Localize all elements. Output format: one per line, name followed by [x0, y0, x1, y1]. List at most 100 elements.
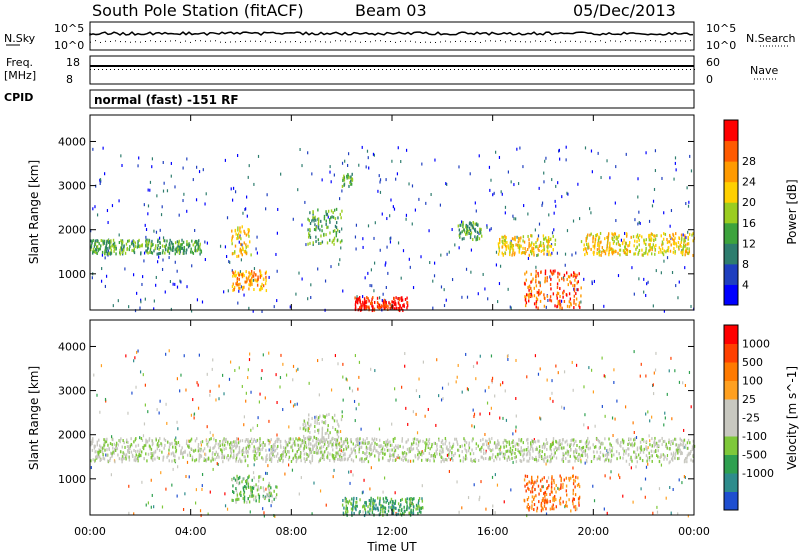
echo-cell: [567, 283, 569, 287]
scatter-cell: [288, 425, 290, 429]
echo-cell: [627, 442, 629, 446]
echo-cell: [638, 243, 640, 247]
echo-cell: [416, 446, 418, 450]
echo-cell: [429, 459, 431, 463]
echo-cell: [564, 440, 566, 444]
echo-cell: [653, 441, 655, 445]
scatter-cell: [440, 398, 443, 402]
echo-cell: [648, 234, 650, 238]
echo-cell: [552, 498, 554, 502]
echo-cell: [163, 437, 166, 441]
echo-cell: [439, 453, 442, 457]
nave-dot: [650, 69, 651, 70]
echo-cell: [371, 304, 373, 308]
noise-search-dot: [365, 40, 366, 42]
scatter-cell: [105, 453, 107, 457]
nave-dot: [630, 69, 631, 70]
scatter-cell: [166, 189, 169, 193]
echo-cell: [366, 295, 368, 299]
echo-cell: [235, 487, 237, 491]
echo-cell: [458, 454, 461, 458]
nsearch-label: N.Search: [746, 32, 796, 45]
echo-cell: [114, 460, 116, 464]
echo-cell: [401, 298, 404, 302]
echo-cell: [555, 490, 557, 494]
nave-dot: [502, 69, 503, 70]
scatter-cell: [588, 366, 590, 370]
echo-cell: [265, 279, 267, 283]
scatter-cell: [563, 406, 565, 410]
scatter-cell: [610, 470, 612, 474]
echo-cell: [610, 460, 612, 464]
echo-cell: [474, 229, 477, 233]
echo-cell: [160, 442, 162, 446]
scatter-cell: [190, 309, 193, 313]
echo-cell: [351, 511, 353, 515]
scatter-cell: [256, 251, 258, 255]
scatter-cell: [176, 269, 178, 273]
echo-cell: [632, 235, 635, 239]
nave-dot: [398, 69, 399, 70]
scatter-cell: [555, 184, 557, 188]
echo-cell: [347, 174, 349, 178]
echo-cell: [428, 437, 431, 441]
echo-cell: [454, 437, 456, 441]
echo-cell: [551, 507, 553, 511]
echo-cell: [559, 287, 561, 291]
echo-cell: [535, 275, 537, 279]
echo-cell: [579, 455, 581, 459]
echo-cell: [236, 474, 238, 478]
echo-cell: [284, 450, 287, 454]
scatter-cell: [145, 227, 148, 231]
echo-cell: [392, 500, 394, 504]
scatter-cell: [245, 391, 247, 395]
scatter-cell: [297, 188, 299, 192]
scatter-cell: [674, 369, 676, 373]
echo-cell: [675, 232, 677, 236]
echo-cell: [234, 270, 237, 274]
echo-cell: [548, 253, 550, 257]
echo-cell: [544, 453, 546, 457]
echo-cell: [306, 452, 308, 456]
echo-cell: [102, 239, 104, 243]
echo-cell: [535, 284, 538, 288]
echo-cell: [558, 447, 560, 451]
echo-cell: [176, 442, 178, 446]
echo-cell: [410, 510, 412, 514]
scatter-cell: [614, 417, 616, 421]
echo-cell: [98, 242, 100, 246]
echo-cell: [621, 438, 624, 442]
scatter-cell: [143, 259, 145, 263]
scatter-cell: [624, 405, 627, 409]
scatter-cell: [228, 260, 230, 264]
echo-cell: [650, 238, 652, 242]
echo-cell: [358, 511, 360, 515]
scatter-cell: [295, 292, 297, 296]
echo-cell: [470, 457, 472, 461]
scatter-cell: [370, 367, 372, 371]
echo-cell: [677, 457, 679, 461]
echo-cell: [118, 457, 121, 461]
scatter-cell: [654, 169, 657, 173]
echo-cell: [556, 293, 558, 297]
echo-cell: [317, 222, 320, 226]
echo-cell: [353, 496, 355, 500]
echo-cell: [571, 438, 573, 442]
echo-cell: [167, 246, 169, 250]
echo-cell: [174, 458, 177, 462]
echo-cell: [174, 438, 176, 442]
echo-cell: [171, 248, 174, 252]
echo-cell: [613, 235, 615, 239]
echo-cell: [268, 481, 270, 485]
echo-cell: [369, 454, 371, 458]
scatter-cell: [379, 180, 381, 184]
echo-cell: [385, 301, 387, 305]
echo-cell: [550, 271, 553, 275]
echo-cell: [553, 448, 555, 452]
echo-cell: [630, 443, 632, 447]
echo-cell: [268, 442, 270, 446]
echo-cell: [651, 246, 654, 250]
scatter-cell: [671, 417, 673, 421]
echo-cell: [474, 227, 476, 231]
echo-cell: [239, 282, 241, 286]
